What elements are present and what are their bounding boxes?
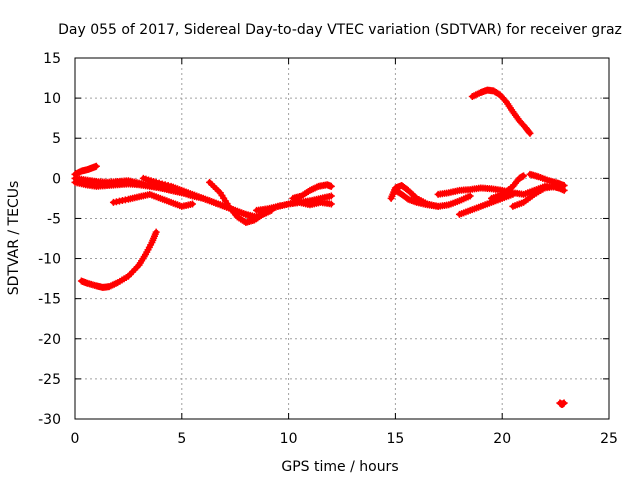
data-point	[526, 129, 534, 137]
data-series	[71, 86, 568, 409]
data-point	[327, 182, 335, 190]
y-tick-label: 15	[43, 51, 61, 67]
y-axis-title: SDTVAR / TECUs	[6, 181, 22, 296]
y-tick-label: 10	[43, 91, 61, 107]
y-tick-label: -20	[38, 332, 61, 348]
series-trace-16	[526, 170, 568, 190]
y-tick-label: -30	[38, 412, 61, 428]
chart-title: Day 055 of 2017, Sidereal Day-to-day VTE…	[58, 22, 622, 38]
data-point	[327, 200, 335, 208]
series-trace-17	[468, 86, 534, 137]
x-axis-title: GPS time / hours	[281, 459, 398, 475]
series-trace-11	[391, 186, 442, 210]
y-tick-label: 0	[52, 171, 61, 187]
data-point	[327, 192, 335, 200]
data-point	[434, 202, 442, 210]
x-tick-label: 15	[386, 431, 404, 447]
data-point	[525, 128, 533, 136]
x-tick-labels: 0 5 10 15 20 25	[71, 431, 618, 447]
series-trace-8	[289, 181, 335, 202]
series-trace-4	[109, 190, 196, 210]
series-trace-5	[139, 174, 261, 222]
x-tick-label: 0	[71, 431, 80, 447]
x-tick-label: 25	[600, 431, 618, 447]
series-trace-9	[77, 228, 160, 291]
data-point	[560, 399, 568, 407]
y-tick-labels: -30 -25 -20 -15 -10 -5 0 5 10 15	[38, 51, 61, 428]
plot-border	[74, 57, 610, 420]
data-point	[560, 182, 568, 190]
y-tick-label: -15	[38, 292, 61, 308]
series-trace-18	[556, 399, 568, 409]
x-tick-label: 5	[177, 431, 186, 447]
data-point	[92, 162, 100, 170]
data-point	[520, 172, 528, 180]
data-point	[466, 192, 474, 200]
y-tick-label: -5	[47, 211, 61, 227]
data-point	[188, 200, 196, 208]
x-tick-label: 20	[493, 431, 511, 447]
series-trace-7	[253, 198, 335, 214]
series-trace-13	[455, 190, 517, 218]
y-tick-label: -10	[38, 252, 61, 268]
data-point	[152, 228, 160, 236]
x-tick-label: 10	[280, 431, 298, 447]
y-tick-label: 5	[52, 131, 61, 147]
grid	[75, 58, 609, 419]
series-trace-14	[488, 172, 528, 202]
data-point	[509, 190, 517, 198]
y-tick-label: -25	[38, 372, 61, 388]
